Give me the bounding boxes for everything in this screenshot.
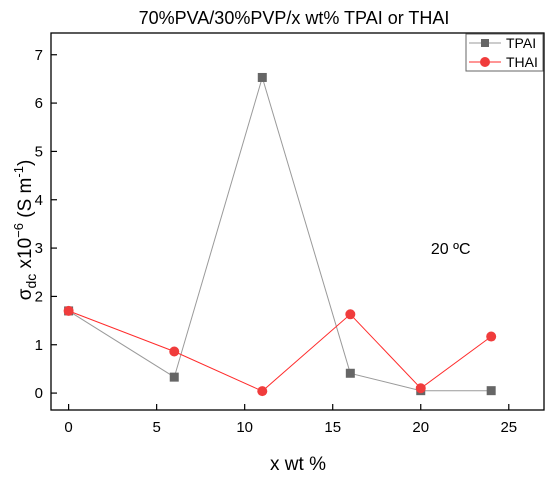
x-tick-label: 10 xyxy=(236,419,253,436)
temperature-annotation: 20 ºC xyxy=(431,241,471,258)
y-tick-label: 7 xyxy=(35,47,43,64)
y-tick-label: 6 xyxy=(35,95,43,112)
y-tick-label: 3 xyxy=(35,240,43,257)
data-point-tpai xyxy=(169,372,179,382)
x-tick-label: 0 xyxy=(64,419,72,436)
x-tick-label: 5 xyxy=(152,419,160,436)
y-tick-label: 1 xyxy=(35,337,43,354)
data-point-tpai xyxy=(345,368,355,378)
x-axis-title: x wt % xyxy=(270,454,326,475)
legend-tpai-marker xyxy=(481,39,489,47)
y-tick-label: 2 xyxy=(35,288,43,305)
y-axis-title-unit-open: (S m xyxy=(15,178,36,223)
legend-tpai-label: TPAI xyxy=(506,35,536,51)
data-point-thai xyxy=(257,386,268,397)
chart-title: 70%PVA/30%PVP/x wt% TPAI or THAI xyxy=(139,8,450,28)
data-point-thai xyxy=(486,331,497,342)
series-line-tpai xyxy=(68,75,492,392)
y-tick-label: 4 xyxy=(35,192,43,209)
y-axis-ticks: 0 1 2 3 4 5 6 7 xyxy=(35,47,57,402)
y-axis-title-main: σ xyxy=(15,288,36,300)
y-axis-title-sub: dc xyxy=(23,274,39,289)
x-tick-label: 15 xyxy=(324,419,341,436)
data-point-thai xyxy=(63,305,74,316)
legend-box xyxy=(465,33,544,72)
x-tick-label: 20 xyxy=(412,419,429,436)
x-axis-ticks: 0 5 10 15 20 25 xyxy=(64,404,517,436)
data-point-thai xyxy=(345,309,356,320)
data-point-thai xyxy=(169,346,180,357)
plot-frame xyxy=(50,32,545,411)
data-point-tpai xyxy=(486,386,496,396)
legend: TPAI THAI xyxy=(465,33,544,72)
legend-thai-label: THAI xyxy=(506,54,538,70)
series-layer xyxy=(63,72,497,397)
y-axis-title-unit-close: ) xyxy=(15,160,36,166)
data-point-tpai xyxy=(257,72,267,82)
x-tick-label: 25 xyxy=(500,419,517,436)
legend-thai-marker xyxy=(480,57,490,67)
y-axis-title-unit-sup: -1 xyxy=(11,166,26,178)
data-point-thai xyxy=(415,383,426,394)
y-tick-label: 5 xyxy=(35,143,43,160)
y-axis-title: σdc x10−6 (S m-1) xyxy=(11,160,39,301)
y-axis-title-mid: x10 xyxy=(15,238,36,274)
y-axis-title-sup: −6 xyxy=(11,223,26,238)
y-tick-label: 0 xyxy=(35,385,43,402)
series-line-thai xyxy=(68,310,492,392)
